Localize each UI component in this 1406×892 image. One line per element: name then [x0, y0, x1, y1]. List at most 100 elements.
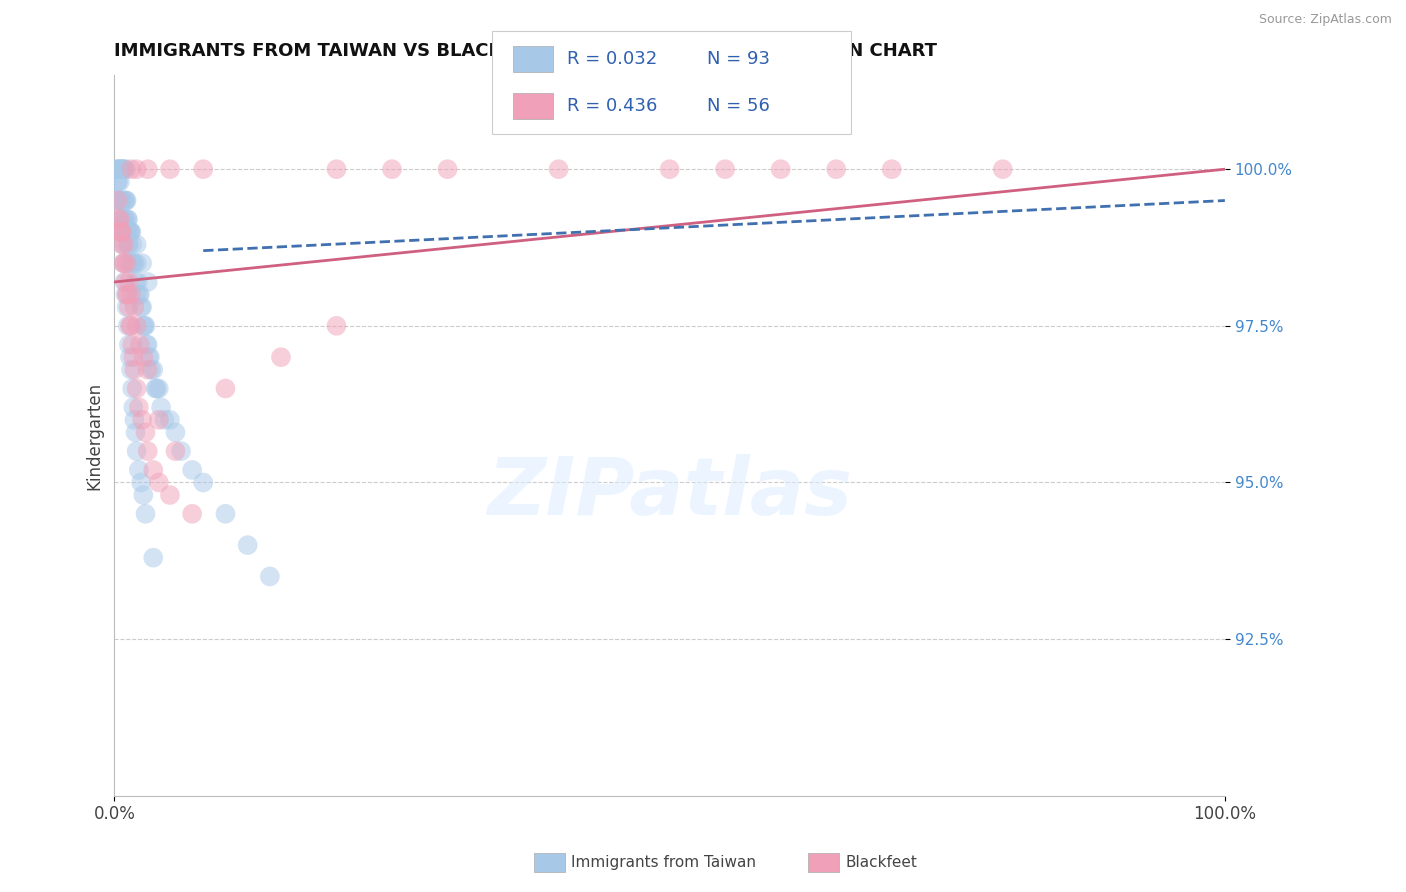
Text: Immigrants from Taiwan: Immigrants from Taiwan [571, 855, 756, 870]
Point [124, 425, 146, 440]
Point [111, 237, 134, 252]
Point [122, 401, 145, 415]
Point [124, 362, 146, 376]
Point [112, 256, 135, 270]
Point [114, 225, 136, 239]
Point [769, 162, 792, 177]
Point [115, 225, 138, 239]
Point [108, 175, 131, 189]
Y-axis label: Kindergarten: Kindergarten [86, 382, 103, 490]
Point [129, 337, 152, 351]
Point [107, 162, 129, 177]
Point [125, 287, 148, 301]
Point [153, 413, 176, 427]
Text: R = 0.436: R = 0.436 [567, 97, 657, 115]
Point [120, 287, 142, 301]
Point [111, 237, 134, 252]
Point [110, 225, 132, 239]
Point [112, 162, 135, 177]
Point [136, 275, 159, 289]
Point [108, 194, 131, 208]
Point [117, 212, 139, 227]
Point [138, 350, 160, 364]
Point [108, 162, 131, 177]
Point [148, 413, 170, 427]
Point [120, 256, 142, 270]
Point [115, 194, 138, 208]
Point [115, 287, 138, 301]
Point [165, 444, 187, 458]
Point [145, 382, 167, 396]
Point [105, 162, 128, 177]
Point [139, 362, 162, 376]
Point [118, 256, 141, 270]
Point [111, 225, 134, 239]
Point [145, 382, 167, 396]
Point [114, 162, 136, 177]
Point [214, 382, 236, 396]
Point [114, 194, 136, 208]
Point [120, 225, 142, 239]
Point [131, 256, 153, 270]
Point [125, 318, 148, 333]
Point [111, 212, 134, 227]
Point [136, 337, 159, 351]
Point [128, 463, 150, 477]
Point [115, 300, 138, 314]
Point [150, 401, 173, 415]
Point [132, 488, 155, 502]
Point [125, 382, 148, 396]
Point [270, 350, 292, 364]
Point [112, 225, 135, 239]
Point [125, 444, 148, 458]
Point [121, 237, 143, 252]
Point [108, 212, 131, 227]
Point [112, 256, 135, 270]
Text: N = 93: N = 93 [707, 50, 770, 68]
Point [124, 300, 146, 314]
Point [714, 162, 737, 177]
Point [112, 212, 135, 227]
Point [112, 162, 135, 177]
Point [159, 488, 181, 502]
Point [111, 162, 134, 177]
Point [170, 444, 193, 458]
Point [107, 175, 129, 189]
Point [128, 401, 150, 415]
Point [129, 287, 152, 301]
Point [193, 475, 215, 490]
Point [132, 350, 155, 364]
Point [114, 212, 136, 227]
Point [547, 162, 569, 177]
Point [107, 175, 129, 189]
Point [120, 162, 142, 177]
Point [122, 256, 145, 270]
Point [131, 300, 153, 314]
Point [112, 256, 135, 270]
Point [110, 194, 132, 208]
Point [136, 362, 159, 376]
Point [135, 337, 157, 351]
Point [148, 382, 170, 396]
Point [125, 162, 148, 177]
Point [381, 162, 404, 177]
Point [120, 362, 142, 376]
Point [124, 275, 146, 289]
Point [142, 463, 165, 477]
Point [159, 413, 181, 427]
Point [134, 507, 156, 521]
Point [236, 538, 259, 552]
Point [214, 507, 236, 521]
Point [129, 300, 152, 314]
Point [108, 194, 131, 208]
Point [117, 237, 139, 252]
Point [108, 212, 131, 227]
Point [131, 413, 153, 427]
Point [165, 425, 187, 440]
Point [120, 318, 142, 333]
Point [118, 237, 141, 252]
Point [132, 318, 155, 333]
Point [259, 569, 281, 583]
Point [148, 475, 170, 490]
Point [118, 337, 141, 351]
